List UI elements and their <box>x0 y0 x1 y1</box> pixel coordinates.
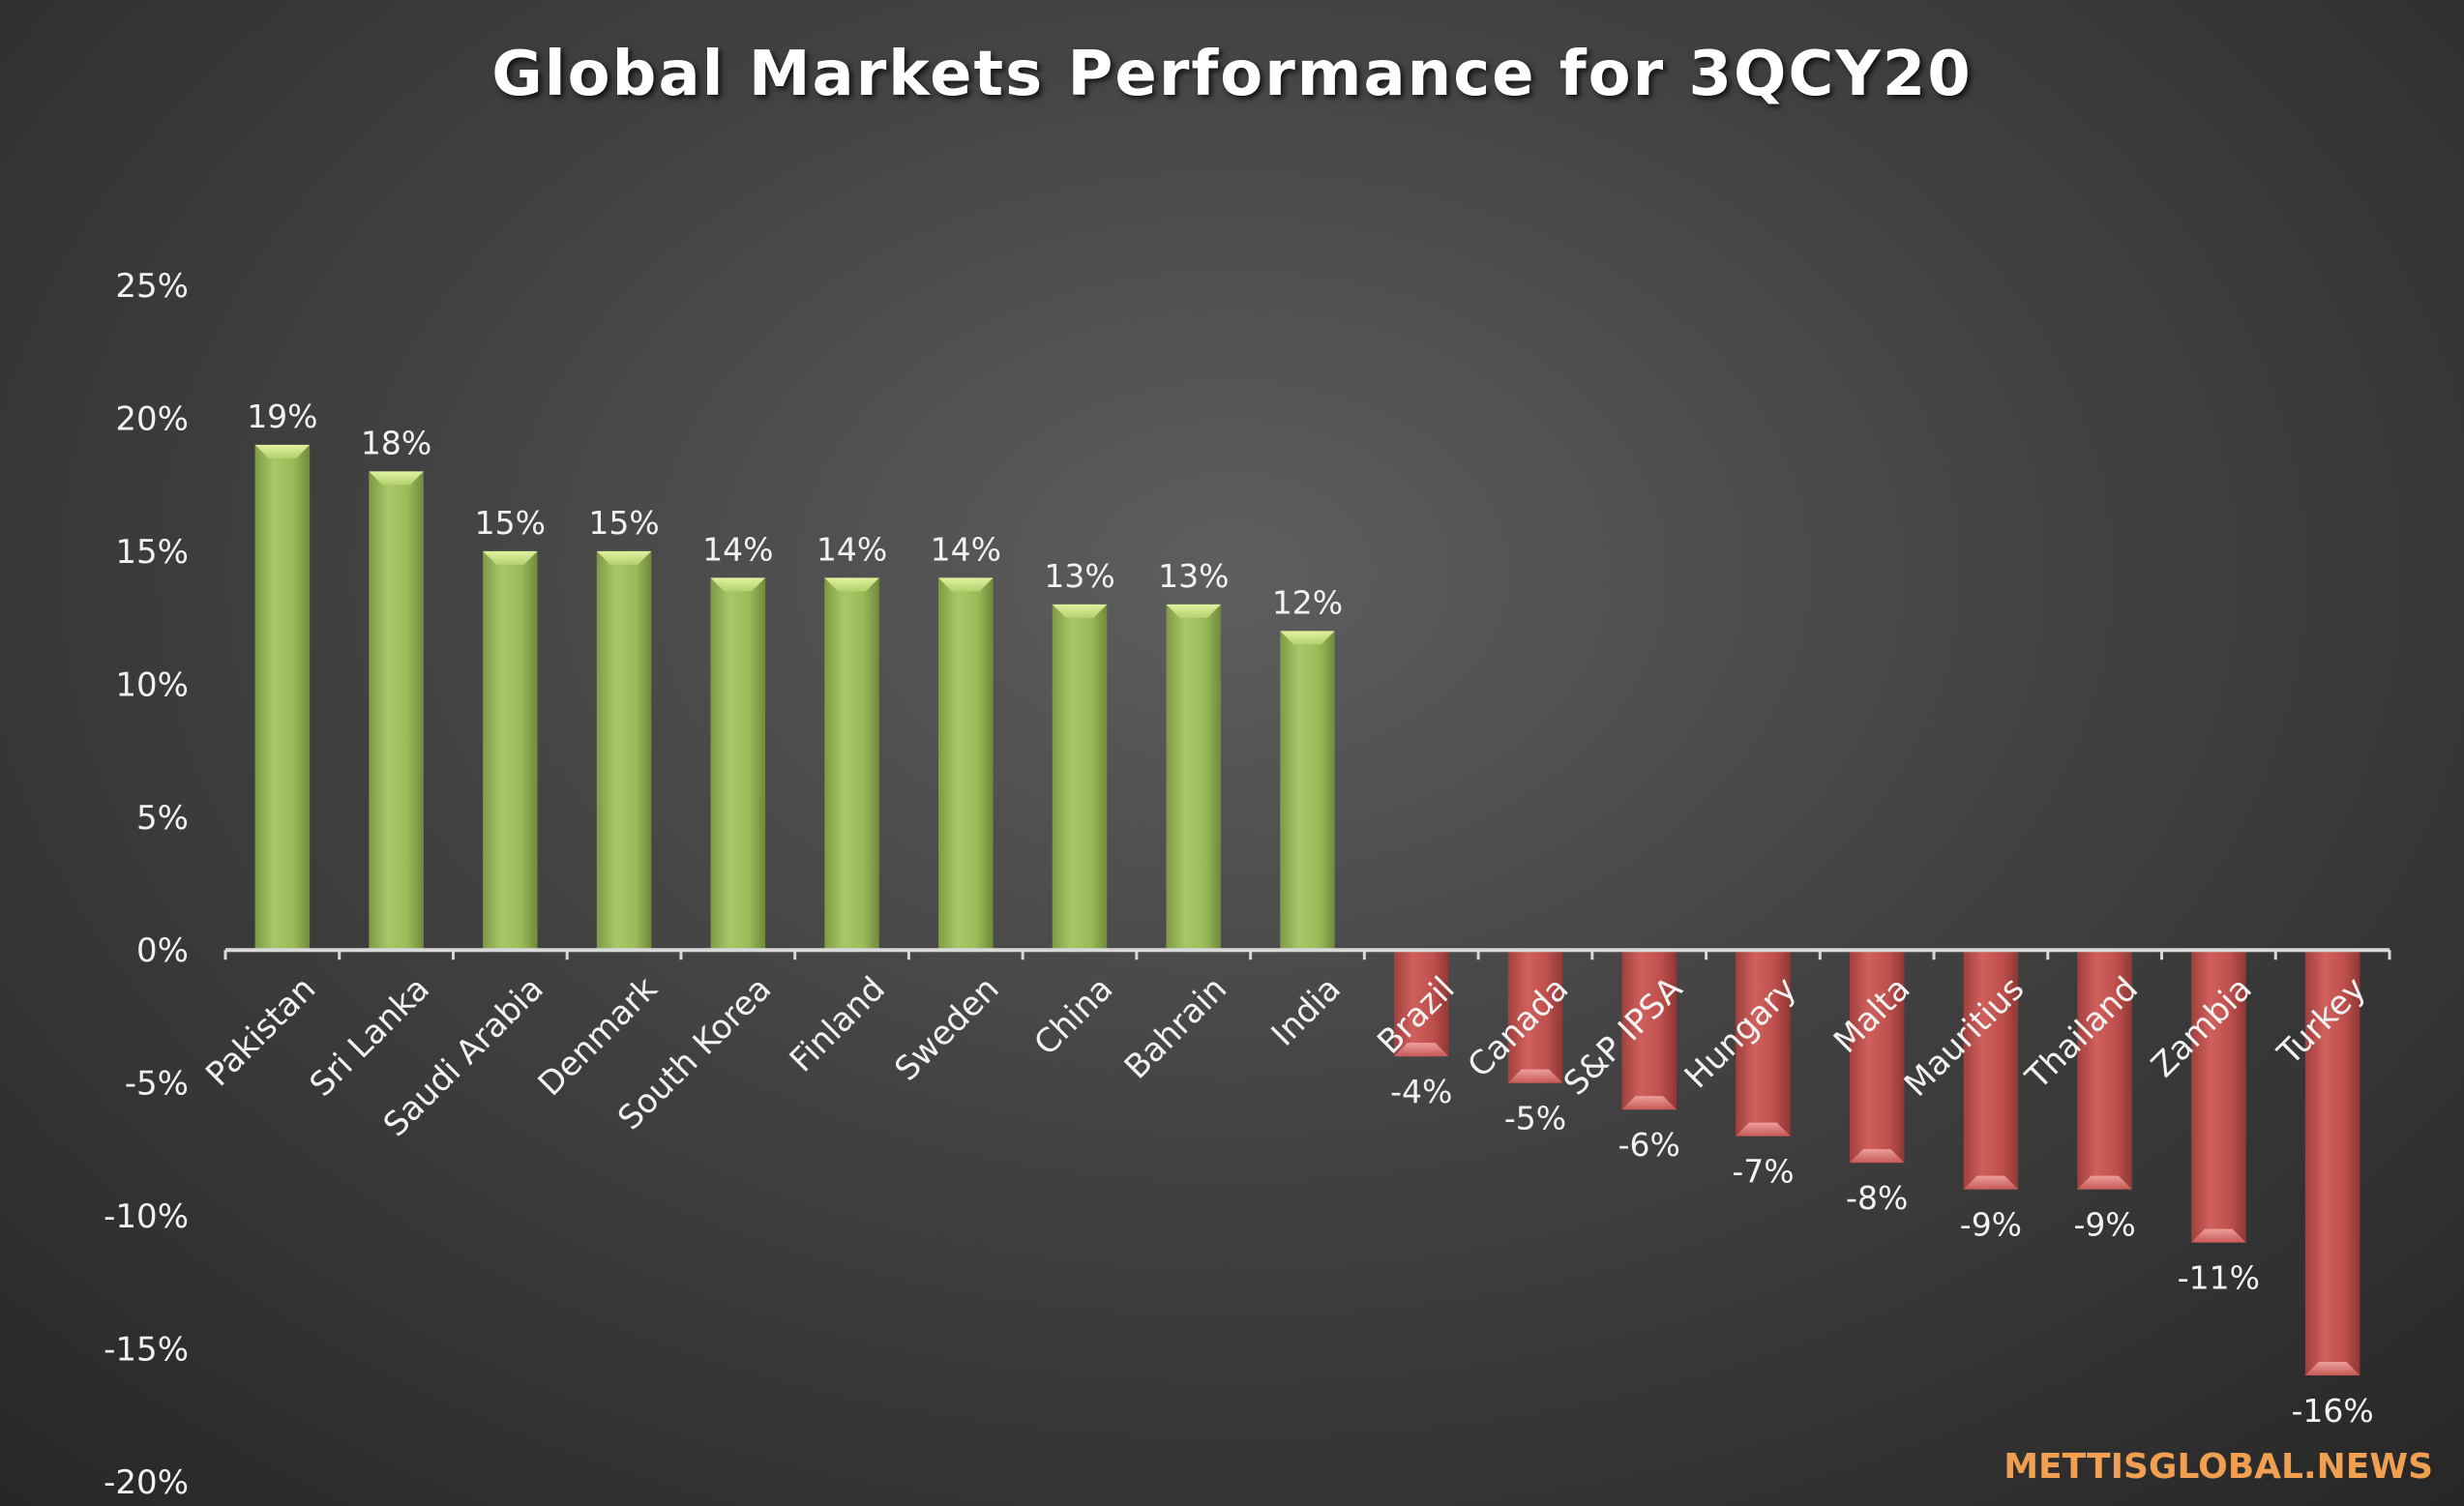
chart-title: Global Markets Performance for 3QCY20 <box>491 39 1973 110</box>
x-category-label: Finland <box>783 969 893 1079</box>
bar <box>710 577 766 951</box>
data-label: -9% <box>1960 1206 2022 1244</box>
bar <box>1621 950 1677 1110</box>
bar <box>1280 631 1335 951</box>
bar <box>1963 950 2019 1190</box>
bar <box>1736 950 1791 1137</box>
bar <box>1507 950 1563 1083</box>
bar <box>483 550 538 951</box>
x-category-label: India <box>1264 969 1349 1053</box>
data-label: 19% <box>247 398 317 435</box>
bar <box>2077 950 2132 1190</box>
x-category-label: China <box>1026 969 1120 1063</box>
data-label: -8% <box>1846 1179 1908 1217</box>
x-category-label: Bahrain <box>1117 969 1234 1086</box>
y-tick-label: 0% <box>136 931 189 970</box>
data-label: 13% <box>1158 557 1229 595</box>
bar <box>1166 604 1222 951</box>
data-label: 15% <box>588 504 659 542</box>
bar <box>938 577 994 951</box>
data-label: -7% <box>1732 1153 1794 1191</box>
y-tick-label: -20% <box>104 1463 189 1502</box>
bar <box>824 577 879 951</box>
x-category-label: Sweden <box>887 969 1006 1088</box>
data-label: 14% <box>816 530 887 568</box>
y-tick-label: 10% <box>115 665 189 704</box>
y-tick-label: 25% <box>115 267 189 306</box>
data-label: -16% <box>2291 1392 2373 1430</box>
data-label: 14% <box>931 530 1001 568</box>
data-label: -4% <box>1390 1073 1452 1110</box>
data-label: -11% <box>2178 1259 2260 1297</box>
data-label: 13% <box>1044 557 1114 595</box>
bar <box>369 471 424 951</box>
y-tick-label: 15% <box>115 533 189 572</box>
data-label: -9% <box>2074 1206 2136 1244</box>
y-tick-label: -15% <box>104 1331 189 1370</box>
watermark: METTISGLOBAL.NEWS <box>2004 1447 2433 1487</box>
bar <box>1052 604 1108 951</box>
y-tick-label: 5% <box>136 799 189 838</box>
data-label: 12% <box>1272 583 1343 621</box>
bar <box>1849 950 1905 1164</box>
bar <box>596 550 652 951</box>
y-tick-label: -10% <box>104 1197 189 1236</box>
bar <box>1393 950 1449 1057</box>
y-tick-label: 20% <box>115 399 189 438</box>
bar <box>254 444 311 951</box>
data-label: 15% <box>475 504 546 542</box>
y-tick-label: -5% <box>125 1065 189 1104</box>
data-label: -6% <box>1618 1126 1680 1164</box>
data-label: 14% <box>702 530 773 568</box>
bar <box>2304 950 2360 1376</box>
data-label: -5% <box>1504 1100 1566 1137</box>
bar <box>2191 950 2246 1243</box>
data-label: 18% <box>361 424 431 461</box>
